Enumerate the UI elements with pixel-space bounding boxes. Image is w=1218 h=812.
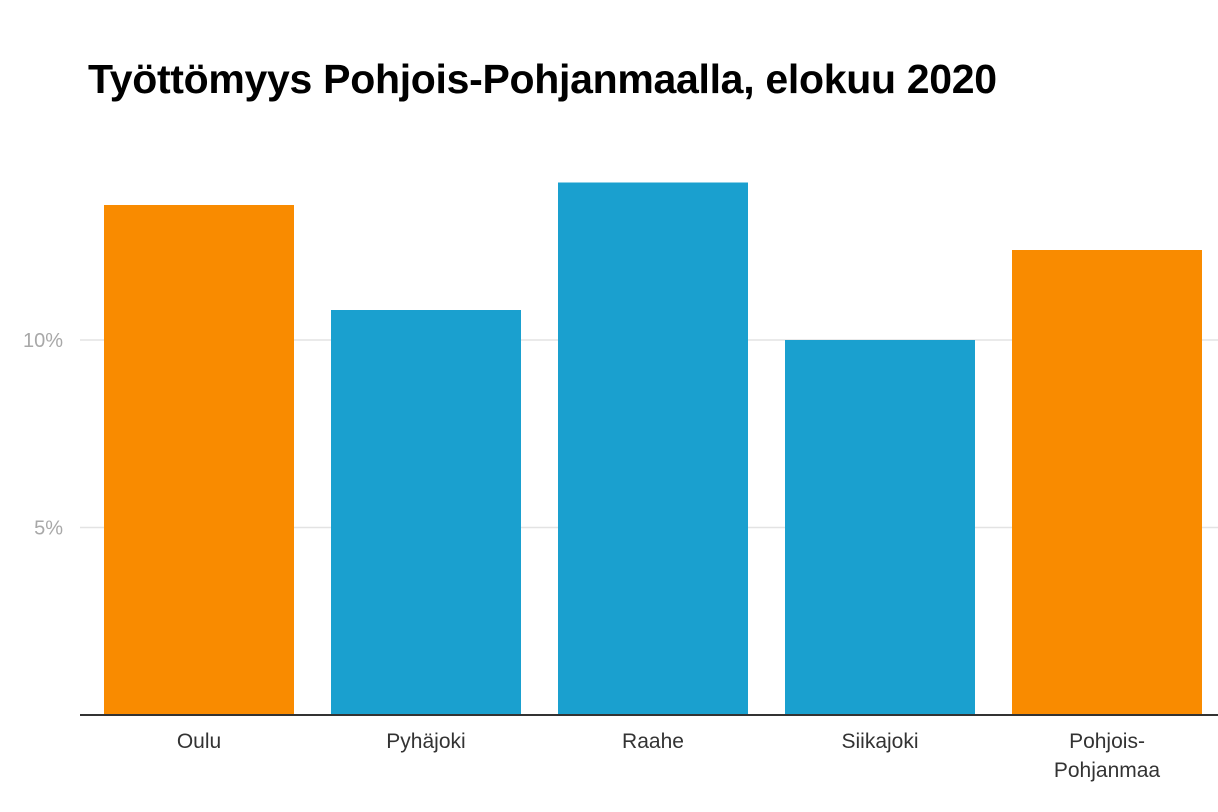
bar — [331, 310, 521, 715]
y-tick-label: 10% — [23, 330, 63, 352]
y-tick-label: 5% — [34, 518, 63, 540]
x-category-label: Oulu — [177, 730, 221, 753]
bar — [785, 340, 975, 715]
x-axis-labels: Oulu Pyhäjoki Raahe Siikajoki Pohjois- Pohjan… — [177, 730, 1161, 782]
chart-title: Työttömyys Pohjois-Pohjanmaalla, elokuu … — [88, 56, 997, 102]
y-axis-ticks: 5% 10% — [23, 330, 63, 540]
x-category-label: Pohjanmaa — [1054, 759, 1161, 782]
bars — [104, 182, 1202, 715]
x-category-label: Pohjois- — [1069, 730, 1145, 753]
bar — [104, 205, 294, 715]
x-category-label: Pyhäjoki — [386, 730, 465, 753]
bar — [558, 182, 748, 715]
bar — [1012, 250, 1202, 715]
x-category-label: Raahe — [622, 730, 684, 753]
x-category-label: Siikajoki — [841, 730, 918, 753]
